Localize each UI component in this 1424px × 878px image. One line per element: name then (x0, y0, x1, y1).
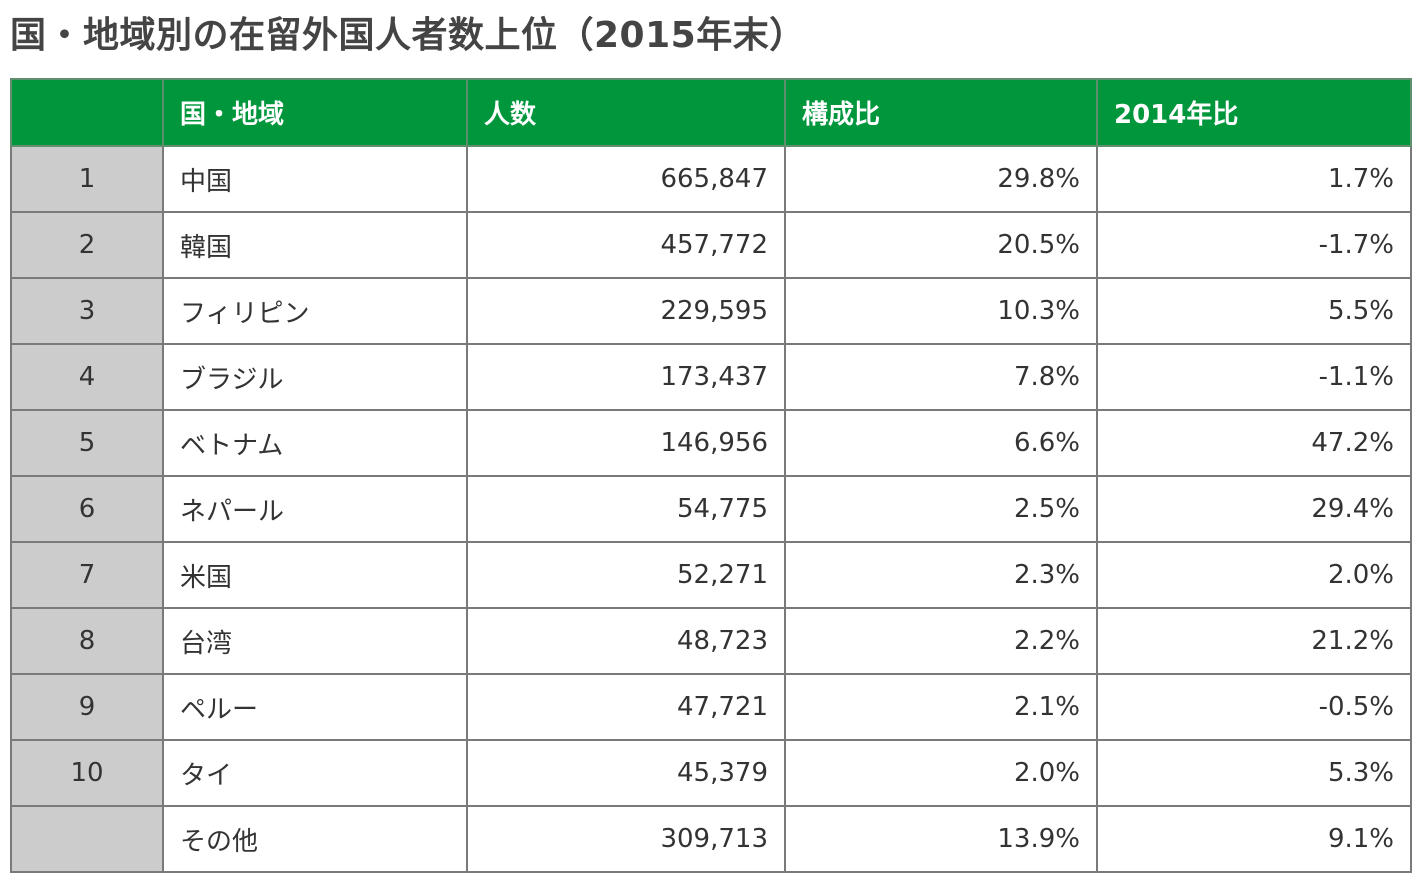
rank-cell: 2 (10, 211, 164, 279)
count-cell: 47,721 (466, 673, 786, 741)
country-cell: 韓国 (162, 211, 468, 279)
page-title: 国・地域別の在留外国人者数上位（2015年末） (10, 15, 806, 56)
country-cell: ベトナム (162, 409, 468, 477)
header-rank (10, 78, 164, 147)
count-cell: 665,847 (466, 145, 786, 213)
change-cell: -0.5% (1096, 673, 1412, 741)
change-cell: 1.7% (1096, 145, 1412, 213)
count-cell: 146,956 (466, 409, 786, 477)
table-row: 6 ネパール 54,775 2.5% 29.4% (10, 475, 1412, 543)
foreign-residents-table: 国・地域 人数 構成比 2014年比 1 中国 665,847 29.8% 1.… (10, 78, 1412, 873)
rank-cell: 10 (10, 739, 164, 807)
table-row: 3 フィリピン 229,595 10.3% 5.5% (10, 277, 1412, 345)
header-share: 構成比 (784, 78, 1098, 147)
table-row: 9 ペルー 47,721 2.1% -0.5% (10, 673, 1412, 741)
change-cell: 2.0% (1096, 541, 1412, 609)
table-row: その他 309,713 13.9% 9.1% (10, 805, 1412, 873)
share-cell: 2.1% (784, 673, 1098, 741)
share-cell: 2.2% (784, 607, 1098, 675)
country-cell: フィリピン (162, 277, 468, 345)
rank-cell: 3 (10, 277, 164, 345)
table-row: 10 タイ 45,379 2.0% 5.3% (10, 739, 1412, 807)
rank-cell: 9 (10, 673, 164, 741)
share-cell: 2.3% (784, 541, 1098, 609)
change-cell: 9.1% (1096, 805, 1412, 873)
change-cell: 5.5% (1096, 277, 1412, 345)
table-header-row: 国・地域 人数 構成比 2014年比 (10, 78, 1412, 147)
count-cell: 229,595 (466, 277, 786, 345)
share-cell: 6.6% (784, 409, 1098, 477)
header-country: 国・地域 (162, 78, 468, 147)
count-cell: 48,723 (466, 607, 786, 675)
change-cell: 21.2% (1096, 607, 1412, 675)
country-cell: タイ (162, 739, 468, 807)
share-cell: 7.8% (784, 343, 1098, 411)
country-cell: 台湾 (162, 607, 468, 675)
header-count: 人数 (466, 78, 786, 147)
share-cell: 2.0% (784, 739, 1098, 807)
rank-cell: 1 (10, 145, 164, 213)
rank-cell: 5 (10, 409, 164, 477)
table-row: 4 ブラジル 173,437 7.8% -1.1% (10, 343, 1412, 411)
share-cell: 29.8% (784, 145, 1098, 213)
country-cell: ブラジル (162, 343, 468, 411)
count-cell: 173,437 (466, 343, 786, 411)
table-row: 2 韓国 457,772 20.5% -1.7% (10, 211, 1412, 279)
country-cell: その他 (162, 805, 468, 873)
change-cell: -1.1% (1096, 343, 1412, 411)
share-cell: 10.3% (784, 277, 1098, 345)
count-cell: 54,775 (466, 475, 786, 543)
change-cell: 5.3% (1096, 739, 1412, 807)
count-cell: 309,713 (466, 805, 786, 873)
header-change: 2014年比 (1096, 78, 1412, 147)
share-cell: 13.9% (784, 805, 1098, 873)
table-row: 8 台湾 48,723 2.2% 21.2% (10, 607, 1412, 675)
change-cell: -1.7% (1096, 211, 1412, 279)
country-cell: 中国 (162, 145, 468, 213)
share-cell: 20.5% (784, 211, 1098, 279)
count-cell: 45,379 (466, 739, 786, 807)
country-cell: ペルー (162, 673, 468, 741)
table-row: 5 ベトナム 146,956 6.6% 47.2% (10, 409, 1412, 477)
share-cell: 2.5% (784, 475, 1098, 543)
count-cell: 457,772 (466, 211, 786, 279)
change-cell: 29.4% (1096, 475, 1412, 543)
rank-cell: 6 (10, 475, 164, 543)
table-row: 1 中国 665,847 29.8% 1.7% (10, 145, 1412, 213)
rank-cell (10, 805, 164, 873)
count-cell: 52,271 (466, 541, 786, 609)
table-row: 7 米国 52,271 2.3% 2.0% (10, 541, 1412, 609)
change-cell: 47.2% (1096, 409, 1412, 477)
country-cell: 米国 (162, 541, 468, 609)
rank-cell: 7 (10, 541, 164, 609)
rank-cell: 4 (10, 343, 164, 411)
country-cell: ネパール (162, 475, 468, 543)
rank-cell: 8 (10, 607, 164, 675)
